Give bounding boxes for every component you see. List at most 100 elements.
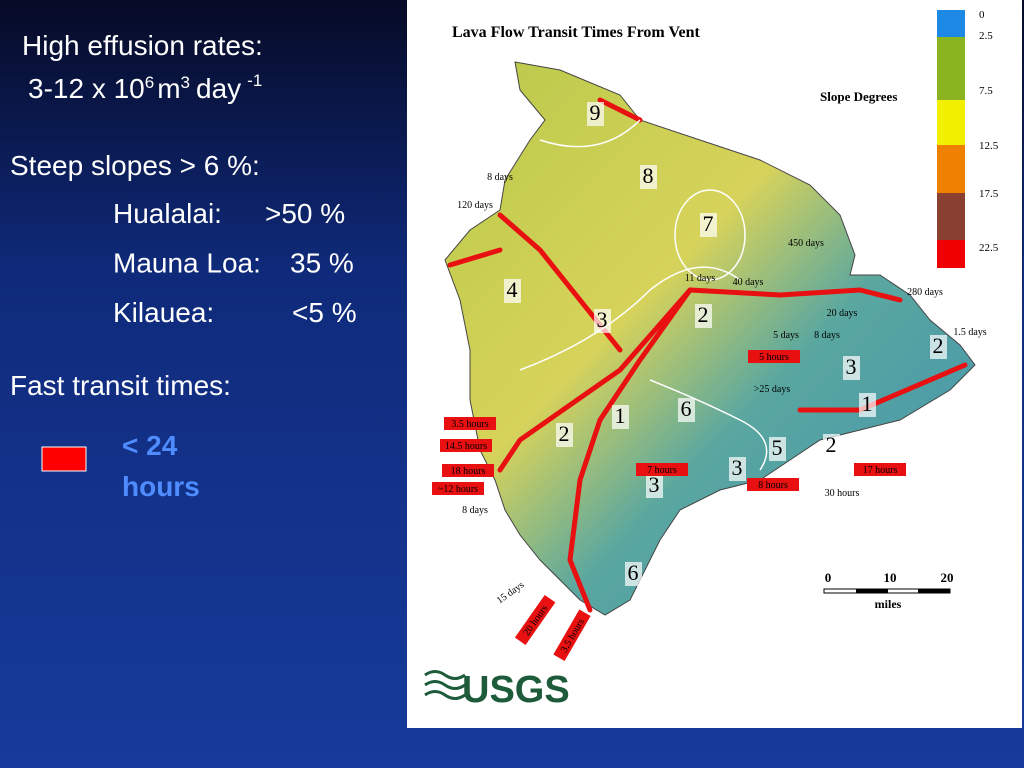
time-label-text: 1.5 days — [953, 327, 986, 338]
legend-band — [937, 37, 965, 100]
flow — [597, 97, 643, 123]
scale-bar-segment — [918, 589, 950, 593]
time-label-bg — [440, 439, 492, 452]
section-title: Steep slopes > 6 %: — [10, 150, 260, 181]
time-label-text: 3.5 hours — [451, 419, 488, 430]
zone-label: 5 — [772, 435, 783, 460]
time-label-text: 8 days — [487, 172, 513, 183]
zone-label-bg — [859, 393, 876, 417]
time-label-text: 20 days — [827, 308, 858, 319]
zone-label-bg — [729, 457, 746, 481]
time-label-text: ~12 hours — [438, 484, 478, 495]
zone-label-bg — [640, 165, 657, 189]
zone-label-bg — [594, 309, 611, 333]
time-label: 30 hours — [825, 488, 860, 499]
scale-tick-label: 20 — [941, 570, 954, 585]
time-label-bg — [444, 417, 496, 430]
superscript: 6 — [145, 73, 154, 92]
logo: USGS — [462, 669, 570, 711]
legend-tick-label: 7.5 — [979, 85, 993, 97]
scale-unit: miles — [875, 597, 902, 611]
legend-tick-label: 17.5 — [979, 188, 999, 200]
superscript: 3 — [181, 73, 190, 92]
slope-value: <5 % — [292, 297, 357, 328]
section-title: Fast transit times: — [10, 370, 231, 401]
zone-label-bg — [695, 304, 712, 328]
flow — [687, 287, 903, 303]
volcano-name: Kilauea: — [113, 297, 214, 328]
scale-tick-label: 10 — [884, 570, 897, 585]
volcano-name: Hualalai: — [113, 198, 222, 229]
legend-swatch — [41, 446, 87, 472]
scale-bar — [823, 588, 951, 594]
slide-text: High effusion rates: 3-12 x 106 m3 day -1 Ste… — [10, 30, 357, 502]
time-label-text: 40 days — [733, 277, 764, 288]
zone-label: 3 — [846, 354, 857, 379]
legend-tick-label: 0 — [979, 9, 985, 21]
zone-label-bg — [504, 279, 521, 303]
zone-label-bg — [843, 356, 860, 380]
zone-label-bg — [625, 562, 642, 586]
zone-label: 2 — [559, 421, 570, 446]
legend-text: hours — [122, 471, 200, 502]
time-label: 7 hours — [636, 463, 688, 476]
zone-label: 3 — [732, 455, 743, 480]
time-label-text: 30 hours — [825, 488, 860, 499]
boundary — [649, 379, 768, 471]
legend-band — [937, 145, 965, 193]
time-label: 5 hours — [748, 350, 800, 363]
time-label: 5 days — [773, 330, 799, 341]
time-label-bg — [553, 609, 591, 662]
slope-value: 35 % — [290, 248, 354, 279]
slope-value: >50 % — [265, 198, 345, 229]
time-label: 20 days — [827, 308, 858, 319]
time-label-bg — [432, 482, 484, 495]
heading-line: High effusion rates: — [22, 30, 263, 61]
zone-label: 1 — [615, 403, 626, 428]
zone-label-bg — [823, 434, 840, 458]
zone-label-bg — [556, 423, 573, 447]
scale-bar-segment — [856, 589, 888, 593]
time-label-bg — [748, 350, 800, 363]
time-label: 18 hours — [442, 464, 494, 477]
time-label: 40 days — [733, 277, 764, 288]
legend-band — [937, 100, 965, 145]
time-label-text: 120 days — [457, 200, 493, 211]
time-label-text: 7 hours — [647, 465, 677, 476]
zone-label: 2 — [826, 432, 837, 457]
legend-band — [937, 240, 965, 268]
time-label: ~12 hours — [432, 482, 484, 495]
time-label-bg — [636, 463, 688, 476]
time-label: 8 hours — [747, 478, 799, 491]
zone-label-bg — [646, 474, 663, 498]
zone-label: 6 — [628, 560, 639, 585]
map-title: Lava Flow Transit Times From Vent — [452, 24, 701, 41]
time-label-text: 17 hours — [863, 465, 898, 476]
zone-label: 1 — [862, 391, 873, 416]
time-label: 450 days — [788, 238, 824, 249]
time-label: 11 days — [685, 273, 716, 284]
time-label-text: 8 hours — [758, 480, 788, 491]
time-label: 8 days — [462, 505, 488, 516]
time-label: 17 hours — [854, 463, 906, 476]
heading-part: m — [157, 73, 180, 104]
boundary — [539, 119, 641, 148]
scale-tick-label: 0 — [825, 570, 832, 585]
time-label-text: 11 days — [685, 273, 716, 284]
time-label-bg — [854, 463, 906, 476]
zone-label: 7 — [703, 211, 714, 236]
zone-label-bg — [769, 437, 786, 461]
zone-label: 3 — [649, 472, 660, 497]
zone-label: 9 — [590, 100, 601, 125]
flow — [447, 247, 503, 268]
boundary — [519, 266, 741, 371]
time-label-text: 280 days — [907, 287, 943, 298]
time-label: 1.5 days — [953, 327, 986, 338]
superscript: -1 — [247, 71, 262, 90]
legend-title: Slope Degrees — [820, 89, 897, 104]
legend-tick-label: 22.5 — [979, 242, 999, 254]
zone-label: 2 — [698, 302, 709, 327]
time-label-bg — [747, 478, 799, 491]
legend-tick-label: 2.5 — [979, 30, 993, 42]
